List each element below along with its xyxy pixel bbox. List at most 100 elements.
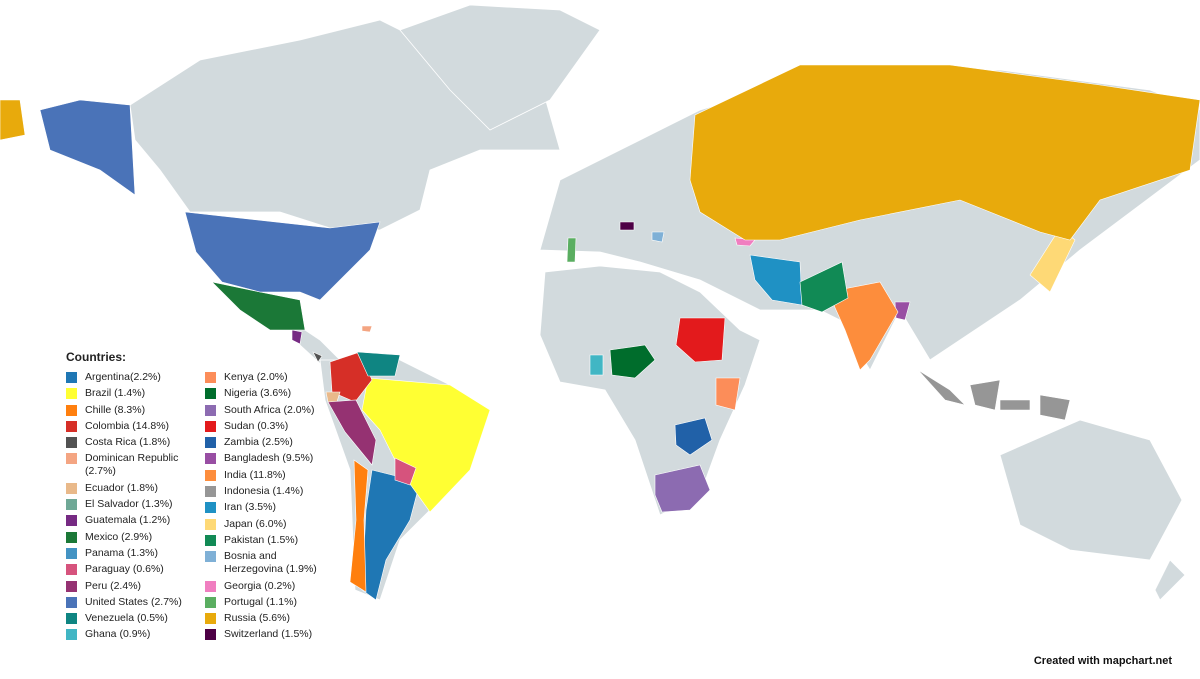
legend-swatch [66,482,77,494]
legend-swatch [66,420,77,432]
legend-item-south-africa: South Africa (2.0%) [205,404,330,417]
north-america [129,19,561,231]
legend-swatch [66,372,77,383]
legend-swatch [205,437,216,449]
legend-swatch [205,469,216,481]
legend-item-colombia: Colombia (14.8%) [66,420,191,433]
country-peru [327,399,377,466]
legend-swatch [205,580,216,592]
country-iran [749,254,803,306]
legend-swatch [205,596,216,608]
country-costa-rica [312,351,323,363]
legend-swatch [66,580,77,592]
country-mexico [211,281,306,331]
legend-swatch [205,420,216,432]
country-indonesia [917,369,966,406]
legend-label: Japan (6.0%) [224,517,287,530]
legend: Countries: Argentina(2.2%) Brazil (1.4%) C… [66,350,330,645]
country-indonesia [999,399,1031,411]
legend-swatch [205,613,216,625]
country-south-africa [654,464,711,513]
legend-label: Sudan (0.3%) [224,419,289,432]
country-ghana [589,354,604,376]
legend-label: Bangladesh (9.5%) [224,452,314,465]
country-kenya [715,377,741,411]
australia [999,419,1183,561]
country-russia [0,99,26,141]
legend-swatch [66,564,77,576]
legend-swatch [205,629,216,641]
legend-swatch [205,453,216,465]
legend-label: United States (2.7%) [85,595,182,608]
legend-item-peru: Peru (2.4%) [66,580,191,593]
legend-label: Bosnia and Herzegovina (1.9%) [224,550,317,576]
legend-label: Paraguay (0.6%) [85,563,164,576]
country-paraguay [394,457,417,486]
legend-item-japan: Japan (6.0%) [205,518,330,531]
legend-item-zambia: Zambia (2.5%) [205,436,330,449]
country-chile [349,459,369,593]
legend-label: Nigeria (3.6%) [224,387,292,400]
legend-label: Ecuador (1.8%) [85,481,158,494]
legend-item-mexico: Mexico (2.9%) [66,531,191,544]
legend-swatch [205,502,216,514]
legend-label: Argentina(2.2%) [85,371,161,383]
legend-item-paraguay: Paraguay (0.6%) [66,563,191,576]
legend-label: Dominican Republic (2.7%) [85,452,179,478]
legend-column: Kenya (2.0%) Nigeria (3.6%) South Africa (… [205,371,330,645]
legend-swatch [66,629,77,641]
country-united-states [184,211,381,301]
legend-label: Brazil (1.4%) [85,387,146,400]
credit: Created with mapchart.net [1033,655,1172,667]
legend-label: South Africa (2.0%) [224,403,315,416]
legend-swatch [66,388,77,400]
legend-swatch [66,453,77,465]
legend-label: Pakistan (1.5%) [224,533,299,546]
legend-item-venezuela: Venezuela (0.5%) [66,612,191,625]
legend-item-brazil: Brazil (1.4%) [66,387,191,400]
legend-item-panama: Panama (1.3%) [66,547,191,560]
legend-item-kenya: Kenya (2.0%) [205,371,330,384]
legend-item-el-salvador: El Salvador (1.3%) [66,498,191,511]
legend-item-indonesia: Indonesia (1.4%) [205,485,330,498]
legend-item-portugal: Portugal (1.1%) [205,596,330,609]
legend-item-costa-rica: Costa Rica (1.8%) [66,436,191,449]
legend-swatch [205,486,216,498]
greenland [399,4,601,131]
legend-label: Kenya (2.0%) [224,371,288,383]
country-portugal [566,237,577,263]
country-switzerland [619,221,635,231]
legend-label: Russia (5.6%) [224,612,290,625]
legend-item-iran: Iran (3.5%) [205,501,330,514]
legend-item-ecuador: Ecuador (1.8%) [66,482,191,495]
country-zambia [674,417,713,456]
legend-item-ghana: Ghana (0.9%) [66,628,191,641]
legend-item-bangladesh: Bangladesh (9.5%) [205,452,330,465]
legend-title: Countries: [66,350,126,364]
legend-swatch [205,388,216,400]
legend-item-switzerland: Switzerland (1.5%) [205,628,330,641]
legend-item-india: India (11.8%) [205,469,330,482]
legend-item-dominican-republic: Dominican Republic (2.7%) [66,452,191,478]
legend-label: Colombia (14.8%) [85,419,170,432]
highlighted-countries [0,64,1200,601]
legend-swatch [66,515,77,527]
legend-label: El Salvador (1.3%) [85,498,173,511]
legend-label: Portugal (1.1%) [224,595,297,608]
legend-item-sudan: Sudan (0.3%) [205,420,330,433]
legend-swatch [66,437,77,449]
country-guatemala [291,329,303,345]
legend-label: Guatemala (1.2%) [85,514,171,527]
legend-swatch [66,596,77,608]
country-united-states [39,99,136,196]
legend-item-argentina: Argentina(2.2%) [66,371,191,384]
legend-label: Chille (8.3%) [85,403,146,416]
country-venezuela [356,351,401,377]
legend-item-russia: Russia (5.6%) [205,612,330,625]
legend-swatch [205,518,216,530]
legend-swatch [205,372,216,383]
legend-item-nigeria: Nigeria (3.6%) [205,387,330,400]
country-pakistan [799,261,849,313]
legend-swatch [66,499,77,511]
